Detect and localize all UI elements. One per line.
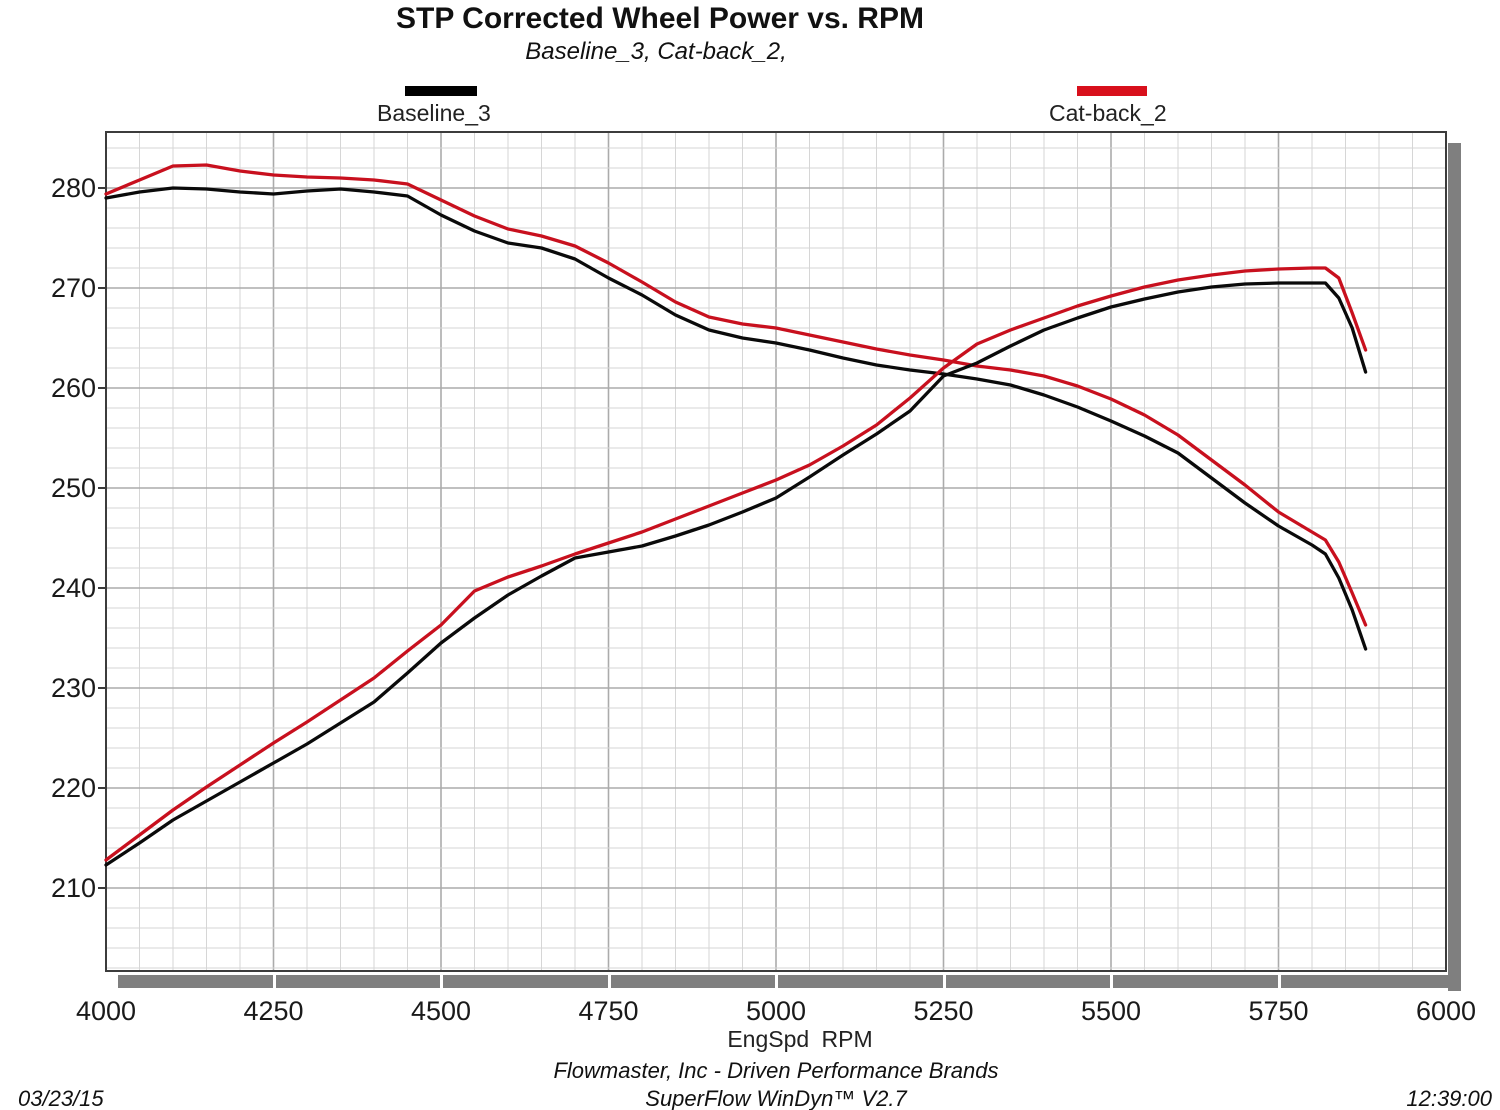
- x-tick-label: 4500: [410, 996, 472, 1026]
- catback-legend-label: Cat-back_2: [1049, 100, 1167, 126]
- footer-software: SuperFlow WinDyn™ V2.7: [645, 1086, 907, 1110]
- right-shadow-bar: [1448, 143, 1461, 991]
- curve: [104, 281, 1368, 867]
- plot-border: [105, 131, 1447, 972]
- y-tick-label: 260: [50, 373, 96, 403]
- shadow-tick-notch: [272, 975, 276, 988]
- y-tick-label: 210: [50, 873, 96, 903]
- catback-legend-swatch: [1077, 86, 1147, 96]
- shadow-tick-notch: [440, 975, 443, 988]
- shadow-tick-notch: [1110, 975, 1113, 988]
- page-title: STP Corrected Wheel Power vs. RPM: [396, 2, 924, 35]
- date-label: 03/23/15: [18, 1086, 104, 1110]
- shadow-tick-notch: [942, 975, 946, 988]
- curve: [104, 163, 1368, 627]
- x-axis-title: EngSpd RPM: [727, 1026, 873, 1052]
- x-tick-label: 6000: [1415, 996, 1477, 1026]
- y-tick-label: 230: [50, 673, 96, 703]
- y-tick-label: 250: [50, 473, 96, 503]
- page-subtitle: Baseline_3, Cat-back_2,: [525, 38, 787, 65]
- bottom-shadow-bar: [118, 975, 1449, 988]
- shadow-tick-notch: [775, 975, 778, 988]
- y-tick-label: 240: [50, 573, 96, 603]
- x-tick-label: 4750: [578, 996, 639, 1026]
- shadow-tick-notch: [1277, 975, 1281, 988]
- footer-company: Flowmaster, Inc - Driven Performance Bra…: [553, 1058, 999, 1083]
- shadow-tick-notch: [607, 975, 611, 988]
- x-tick-label: 5750: [1248, 996, 1309, 1026]
- plot-area: [98, 131, 1447, 972]
- curve: [104, 266, 1368, 862]
- time-label: 12:39:00: [1406, 1086, 1492, 1110]
- x-tick-label: 4250: [243, 996, 304, 1026]
- baseline-legend-swatch: [405, 86, 477, 96]
- curve: [104, 186, 1368, 651]
- y-tick-label: 270: [50, 273, 96, 303]
- x-tick-label: 5500: [1080, 996, 1142, 1026]
- y-tick-label: 280: [50, 173, 96, 203]
- chart-svg: [98, 131, 1447, 972]
- x-tick-label: 5250: [913, 996, 974, 1026]
- x-tick-label: 4000: [75, 996, 137, 1026]
- y-tick-label: 220: [50, 773, 96, 803]
- x-tick-label: 5000: [745, 996, 807, 1026]
- baseline-legend-label: Baseline_3: [377, 100, 491, 126]
